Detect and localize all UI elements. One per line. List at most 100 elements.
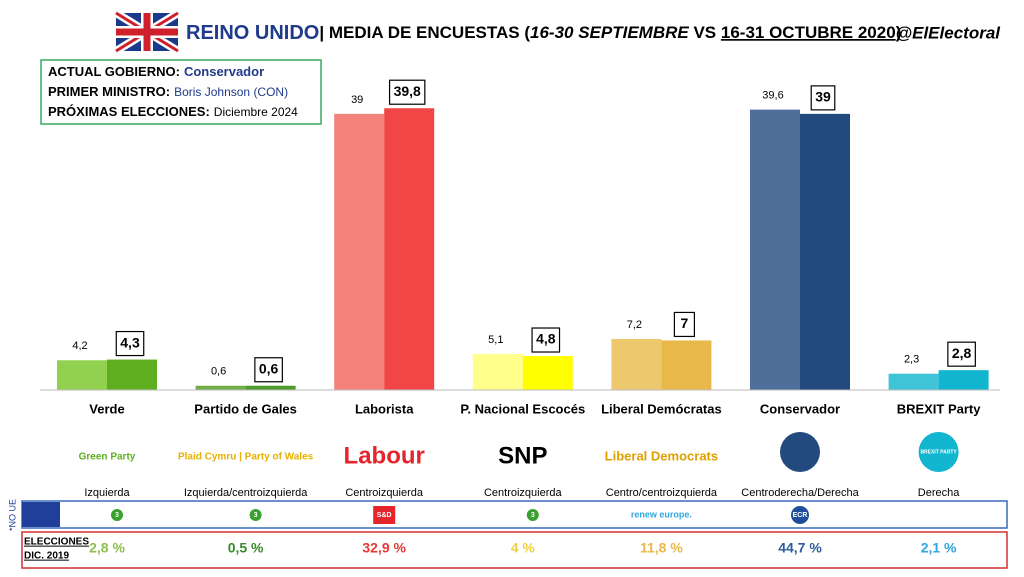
country: REINO UNIDO [186, 22, 319, 44]
eu-group: S&D [377, 512, 392, 519]
value-label: 4,8 [536, 331, 556, 347]
elections-row [21, 531, 1008, 569]
info-label: PRÓXIMAS ELECCIONES: [48, 104, 210, 119]
logo [918, 432, 959, 472]
bar [800, 113, 850, 390]
eu-icon [526, 509, 539, 521]
election-result: 4 % [511, 540, 536, 556]
value-box [673, 311, 696, 338]
bar [938, 370, 989, 390]
bar [57, 360, 107, 390]
info: ACTUAL GOBIERNO: Conservador PRIMER MINIST… [48, 64, 298, 119]
info-row: ACTUAL GOBIERNO: Conservador [48, 64, 264, 79]
value-box [810, 85, 836, 111]
bar [245, 385, 296, 390]
eu-group: renew europe. [631, 509, 692, 519]
category-label: BREXIT Party [897, 401, 982, 416]
period-b: 16-31 OCTUBRE 2020 [721, 23, 896, 42]
elections-label: ELECCIONES [24, 537, 89, 548]
eu-row [21, 500, 1008, 529]
eu-group: 3 [254, 512, 258, 519]
info-value: Conservador [184, 64, 264, 79]
eu-group: 3 [115, 512, 119, 519]
category-label: Conservador [760, 401, 840, 416]
value-label: 4,3 [120, 334, 140, 350]
value-label: 4,2 [72, 340, 87, 352]
category-label: Verde [89, 401, 124, 416]
value-box [388, 79, 426, 105]
ideology: Izquierda [84, 487, 130, 499]
ideology: Centroizquierda [345, 487, 424, 499]
value-label: 2,3 [904, 354, 919, 366]
bar [107, 359, 157, 390]
value-box [115, 330, 145, 357]
bar [195, 385, 246, 390]
bar [472, 353, 523, 390]
info-value: Diciembre 2024 [214, 105, 298, 119]
category-label: P. Nacional Escocés [460, 401, 585, 416]
value-box [531, 327, 561, 353]
category-label: Partido de Gales [194, 401, 297, 416]
value-label: 7,2 [627, 319, 642, 331]
eu-flag [22, 502, 60, 527]
category-label: Liberal Demócratas [601, 401, 722, 416]
election-result: 0,5 % [228, 540, 264, 556]
eu-icon [249, 509, 262, 521]
subtitle: ) [896, 23, 902, 42]
logo-text: SNP [498, 442, 547, 469]
flag [113, 9, 181, 55]
subtitle: | MEDIA DE ENCUESTAS ( [319, 23, 530, 42]
value-label: 39 [815, 89, 831, 105]
eu-group: ECR [793, 512, 808, 519]
election-result: 44,7 % [778, 540, 822, 556]
value-label: 7 [681, 315, 689, 331]
logo-text: Labour [344, 442, 425, 469]
logo-text: Green Party [79, 452, 136, 463]
value-label: 39 [351, 94, 363, 106]
value-box [947, 341, 976, 367]
election-result: 11,8 % [640, 540, 683, 556]
no-ue: *NO UE [7, 499, 17, 531]
election-result: 32,9 % [362, 540, 406, 556]
chart: 4,2 4,3 Verde 0,6 0,6 Partido de Gales 39 39,8 L… [40, 79, 1000, 416]
value-box [254, 357, 283, 383]
logo-text: BREXIT PARTY [920, 449, 957, 455]
bar [888, 373, 939, 390]
info-label: PRIMER MINISTRO: [48, 84, 170, 99]
bar [522, 356, 573, 390]
bar [611, 339, 662, 390]
logo [780, 432, 820, 472]
bar [661, 340, 712, 390]
value-label: 39,8 [394, 83, 421, 99]
value-label: 0,6 [211, 366, 226, 378]
info-row: PRIMER MINISTRO: Boris Johnson (CON) [48, 84, 288, 99]
ideology: Centroderecha/Derecha [741, 487, 859, 499]
bar [384, 108, 435, 390]
vs: VS [689, 23, 721, 42]
bar [334, 113, 385, 390]
ideology: Derecha [918, 487, 960, 499]
logo-text: Liberal Democrats [605, 448, 718, 463]
info-box [40, 59, 322, 125]
ideology: Izquierda/centroizquierda [184, 487, 308, 499]
election-result: 2,8 % [89, 540, 125, 556]
eu-icon [111, 509, 123, 521]
value-label: 5,1 [488, 334, 503, 346]
logo-text: Plaid Cymru | Party of Wales [178, 452, 314, 463]
ideology: Centroizquierda [484, 487, 563, 499]
handle: @ElElectoral [896, 23, 1002, 42]
elections-label: DIC. 2019 [24, 551, 69, 562]
eu-icon [791, 506, 809, 524]
value-label: 0,6 [259, 360, 279, 376]
period-a: 16-30 SEPTIEMBRE [530, 23, 689, 42]
info-label: ACTUAL GOBIERNO: [48, 64, 180, 79]
bar [750, 109, 800, 390]
election-result: 2,1 % [921, 540, 957, 556]
info-row: PRÓXIMAS ELECCIONES: Diciembre 2024 [48, 104, 298, 119]
eu-group: 3 [531, 512, 535, 519]
info-value: Boris Johnson (CON) [174, 85, 288, 99]
ideology: Centro/centroizquierda [606, 487, 718, 499]
eu-icon [373, 506, 396, 524]
category-label: Laborista [355, 401, 414, 416]
